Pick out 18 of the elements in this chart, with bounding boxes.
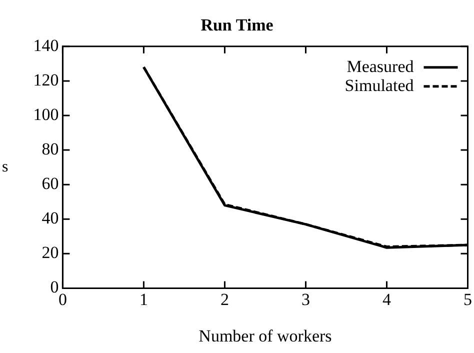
legend-label: Simulated <box>344 76 414 95</box>
y-tick-label: 60 <box>42 174 59 194</box>
y-axis-title: s <box>2 158 8 176</box>
x-tick-label: 1 <box>139 290 148 309</box>
y-tick-label: 120 <box>33 70 59 90</box>
y-tick-label: 0 <box>50 278 59 297</box>
chart-title: Run Time <box>200 16 274 35</box>
legend-label: Measured <box>346 56 414 76</box>
x-tick-label: 3 <box>301 290 310 309</box>
y-tick-label: 80 <box>42 139 59 158</box>
x-tick-label: 4 <box>382 290 392 309</box>
y-tick-label: 40 <box>42 208 59 228</box>
x-tick-label: 5 <box>464 290 472 309</box>
y-tick-label: 140 <box>33 36 59 55</box>
y-tick-label: 20 <box>42 243 59 262</box>
x-axis-title: Number of workers <box>198 326 332 346</box>
y-tick-label: 100 <box>33 104 59 124</box>
x-tick-label: 2 <box>220 290 229 309</box>
